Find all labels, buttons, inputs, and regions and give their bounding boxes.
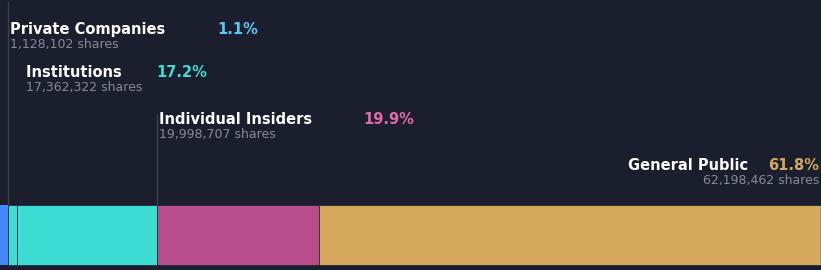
Text: Institutions: Institutions	[26, 65, 127, 80]
Text: 17.2%: 17.2%	[156, 65, 207, 80]
Bar	[319, 205, 821, 265]
Bar	[8, 205, 17, 265]
Text: 61.8%: 61.8%	[768, 158, 819, 173]
Text: 62,198,462 shares: 62,198,462 shares	[703, 174, 819, 187]
Text: 19.9%: 19.9%	[363, 112, 414, 127]
Text: Private Companies: Private Companies	[10, 22, 171, 37]
Bar	[0, 205, 8, 265]
Bar	[157, 205, 319, 265]
Bar	[17, 205, 157, 265]
Text: Individual Insiders: Individual Insiders	[158, 112, 317, 127]
Text: 1.1%: 1.1%	[217, 22, 258, 37]
Text: 17,362,322 shares: 17,362,322 shares	[26, 81, 142, 94]
Text: General Public: General Public	[628, 158, 753, 173]
Text: 19,998,707 shares: 19,998,707 shares	[158, 128, 276, 141]
Text: 1,128,102 shares: 1,128,102 shares	[10, 38, 118, 51]
